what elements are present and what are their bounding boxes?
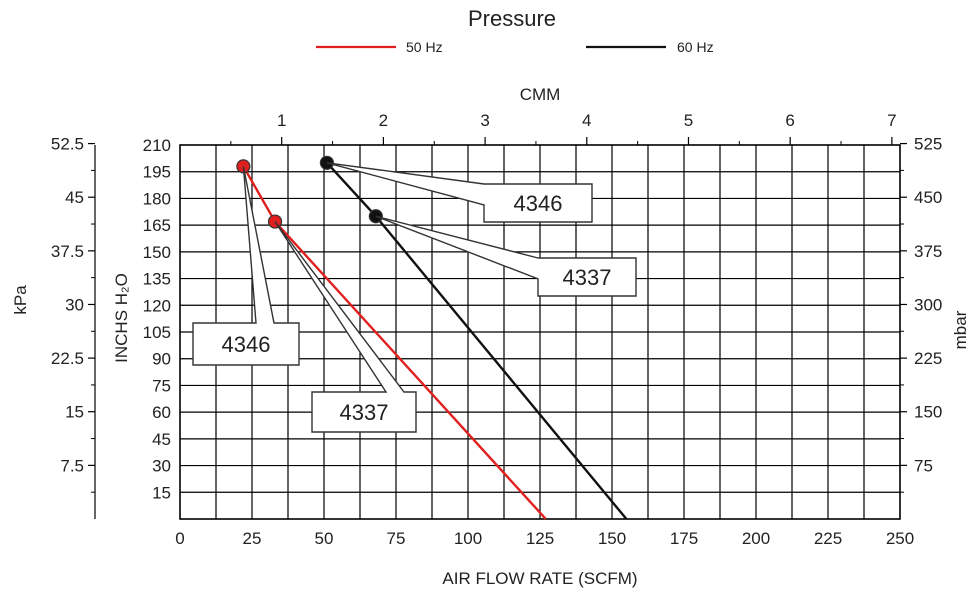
top-tick-label: 4	[582, 111, 591, 130]
callout-label: 4337	[563, 265, 612, 290]
legend-label-60hz: 60 Hz	[677, 39, 714, 55]
kpa-tick-label: 15	[65, 403, 84, 422]
callout-label: 4346	[514, 191, 563, 216]
chart-title: Pressure	[468, 6, 556, 31]
callout-label: 4346	[222, 332, 271, 357]
callout-box	[375, 215, 637, 297]
plot-frame	[179, 144, 901, 520]
x-tick-label: 100	[454, 529, 482, 548]
kpa-tick-label: 45	[65, 188, 84, 207]
mbar-axis-title: mbar	[951, 310, 970, 349]
callout-box	[326, 162, 593, 223]
callout-label: 4337	[340, 400, 389, 425]
y-tick-label: 90	[152, 350, 171, 369]
x-axis-title: AIR FLOW RATE (SCFM)	[442, 569, 637, 588]
top-tick-label: 3	[480, 111, 489, 130]
mbar-tick-label: 150	[914, 403, 942, 422]
x-tick-label: 25	[243, 529, 262, 548]
y-tick-label: 105	[143, 323, 171, 342]
y-axis-title: INCHS H₂O	[112, 273, 131, 363]
mbar-tick-label: 375	[914, 242, 942, 261]
top-tick-label: 1	[277, 111, 286, 130]
y-tick-label: 60	[152, 403, 171, 422]
y-tick-label: 210	[143, 136, 171, 155]
top-tick-label: 7	[887, 111, 896, 130]
mbar-tick-label: 225	[914, 349, 942, 368]
kpa-tick-label: 22.5	[51, 349, 84, 368]
x-tick-label: 225	[814, 529, 842, 548]
callouts: 4346 4337 4346 4337	[192, 162, 637, 433]
x-tick-label: 0	[175, 529, 184, 548]
legend-label-50hz: 50 Hz	[406, 39, 443, 55]
mbar-tick-label: 300	[914, 295, 942, 314]
kpa-tick-label: 7.5	[60, 456, 84, 475]
y-tick-label: 135	[143, 270, 171, 289]
x-tick-label: 75	[387, 529, 406, 548]
y-tick-label: 165	[143, 216, 171, 235]
top-tick-label: 6	[785, 111, 794, 130]
mbar-tick-label: 450	[914, 188, 942, 207]
y-tick-label: 150	[143, 243, 171, 262]
callout-box	[274, 221, 417, 433]
mbar-tick-label: 75	[914, 456, 933, 475]
x-tick-label: 175	[670, 529, 698, 548]
kpa-axis-title: kPa	[11, 285, 30, 315]
x-tick-label: 125	[526, 529, 554, 548]
y-tick-label: 180	[143, 189, 171, 208]
y-tick-label: 30	[152, 457, 171, 476]
callout-box	[192, 166, 300, 366]
top-axis-title: CMM	[520, 85, 561, 104]
kpa-tick-label: 37.5	[51, 242, 84, 261]
y-tick-label: 195	[143, 163, 171, 182]
y-tick-label: 45	[152, 430, 171, 449]
top-tick-label: 2	[379, 111, 388, 130]
y-tick-label: 15	[152, 483, 171, 502]
x-tick-label: 250	[886, 529, 914, 548]
kpa-tick-label: 52.5	[51, 135, 84, 154]
axes	[88, 137, 907, 519]
y-tick-label: 75	[152, 376, 171, 395]
legend: 50 Hz 60 Hz	[316, 39, 714, 55]
kpa-tick-label: 30	[65, 295, 84, 314]
x-tick-label: 50	[315, 529, 334, 548]
top-tick-label: 5	[684, 111, 693, 130]
y-tick-label: 120	[143, 296, 171, 315]
x-tick-label: 200	[742, 529, 770, 548]
mbar-tick-label: 525	[914, 135, 942, 154]
x-tick-label: 150	[598, 529, 626, 548]
